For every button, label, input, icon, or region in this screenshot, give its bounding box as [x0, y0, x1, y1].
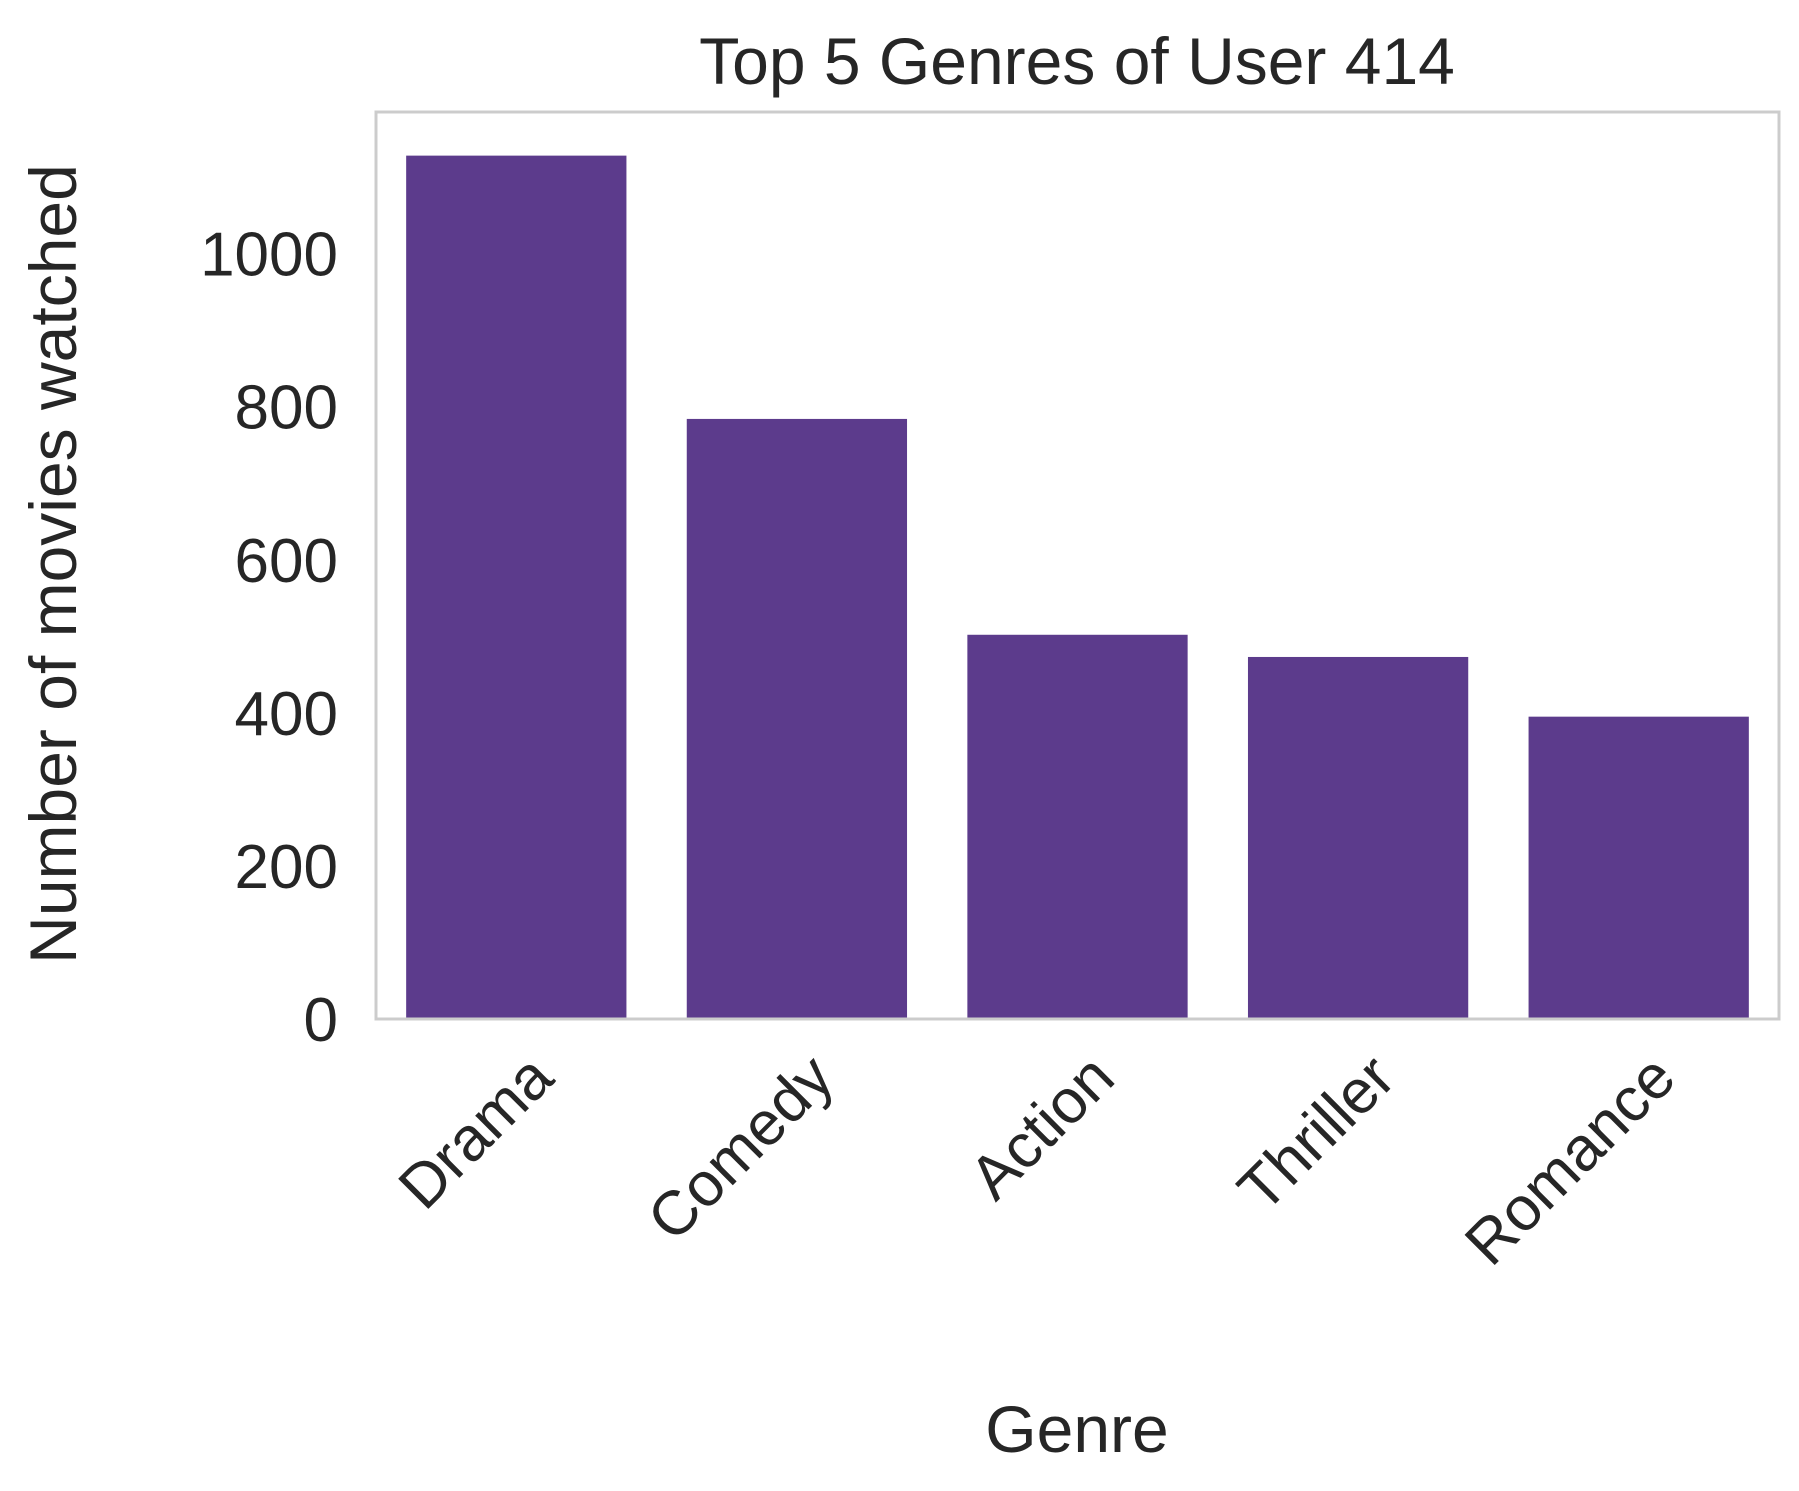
x-tick-label: Comedy	[635, 1042, 847, 1254]
y-tick-label: 1000	[200, 221, 338, 290]
y-ticks-group: 0 200 400 600 800 1000	[200, 221, 338, 1055]
y-tick-label: 0	[304, 986, 338, 1055]
chart-title: Top 5 Genres of User 414	[699, 24, 1455, 98]
x-ticks-group: Drama Comedy Action Thriller Romance	[386, 1042, 1689, 1279]
plot-frame	[374, 110, 1781, 1021]
bars-group	[406, 155, 1749, 1019]
y-tick-label: 800	[235, 374, 338, 443]
y-axis-label: Number of movies watched	[16, 164, 90, 964]
bar-drama	[406, 155, 627, 1019]
x-tick-label: Action	[957, 1042, 1128, 1213]
x-axis-label: Genre	[985, 1392, 1168, 1466]
bar-comedy	[686, 418, 908, 1019]
x-tick-label: Drama	[386, 1042, 567, 1223]
bar-romance	[1528, 716, 1749, 1019]
y-tick-label: 400	[235, 680, 338, 749]
bar-thriller	[1247, 656, 1469, 1019]
y-tick-label: 200	[235, 833, 338, 902]
y-tick-label: 600	[235, 527, 338, 596]
x-tick-label: Romance	[1452, 1042, 1688, 1278]
bar-action	[967, 634, 1188, 1019]
x-tick-label: Thriller	[1225, 1042, 1408, 1225]
